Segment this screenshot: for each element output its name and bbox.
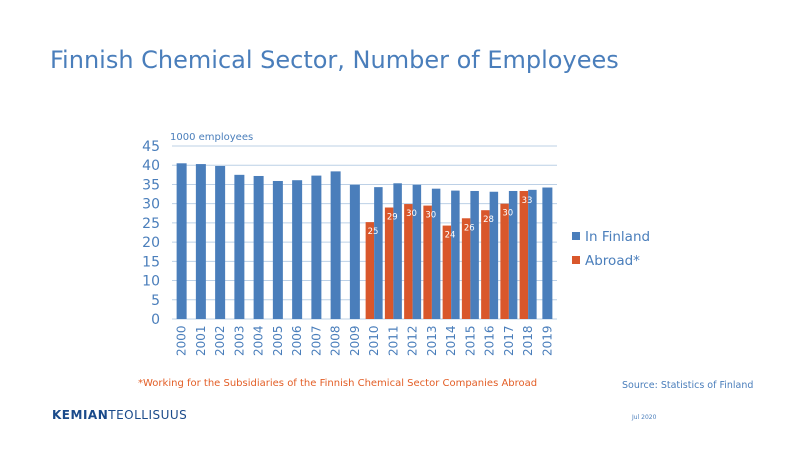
x-tick-label: 2011 bbox=[386, 325, 400, 356]
bar-in-finland bbox=[542, 187, 553, 319]
x-tick-label: 2018 bbox=[521, 325, 535, 356]
data-label-abroad: 30 bbox=[502, 209, 513, 219]
x-tick-label: 2000 bbox=[175, 325, 189, 356]
bar-in-finland bbox=[176, 163, 187, 319]
x-tick-label: 2013 bbox=[425, 325, 439, 356]
bar-abroad bbox=[423, 205, 432, 319]
bar-in-finland bbox=[393, 183, 402, 319]
bar-in-finland bbox=[451, 190, 460, 319]
bar-abroad bbox=[404, 204, 413, 319]
y-tick-label: 35 bbox=[142, 177, 160, 193]
bar-in-finland bbox=[292, 180, 303, 319]
x-tick-label: 2019 bbox=[540, 325, 554, 356]
y-tick-label: 45 bbox=[142, 139, 160, 155]
data-label-abroad: 28 bbox=[483, 215, 494, 225]
bar-in-finland bbox=[508, 190, 518, 319]
bar-in-finland bbox=[272, 180, 283, 319]
bar-in-finland bbox=[412, 184, 422, 319]
bar-abroad bbox=[461, 218, 471, 319]
data-label-abroad: 30 bbox=[406, 209, 417, 219]
x-tick-label: 2010 bbox=[367, 325, 381, 356]
x-tick-label: 2014 bbox=[444, 325, 458, 356]
bar-abroad bbox=[365, 222, 375, 319]
data-label-abroad: 24 bbox=[445, 231, 456, 241]
bar-abroad bbox=[519, 190, 529, 319]
bar-abroad bbox=[442, 225, 452, 319]
brand-part-2: TEOLLISUUS bbox=[108, 408, 188, 422]
bar-in-finland bbox=[349, 184, 360, 319]
data-label-abroad: 30 bbox=[425, 211, 436, 221]
bar-in-finland bbox=[431, 188, 441, 319]
legend-label: In Finland bbox=[585, 229, 650, 245]
bar-in-finland bbox=[215, 165, 226, 319]
y-tick-label: 30 bbox=[142, 197, 160, 213]
x-tick-label: 2002 bbox=[213, 325, 227, 356]
bar-in-finland bbox=[253, 175, 264, 319]
y-tick-label: 5 bbox=[151, 293, 160, 309]
x-tick-label: 2017 bbox=[502, 325, 516, 356]
x-tick-label: 2008 bbox=[329, 325, 343, 356]
legend-swatch bbox=[572, 232, 580, 240]
bar-abroad bbox=[481, 210, 490, 319]
x-tick-label: 2006 bbox=[290, 325, 304, 356]
data-label-abroad: 33 bbox=[522, 196, 533, 206]
x-tick-label: 2009 bbox=[348, 325, 362, 356]
bar-in-finland bbox=[489, 191, 499, 319]
page-title: Finnish Chemical Sector, Number of Emplo… bbox=[50, 46, 619, 74]
data-labels: 25 29 30 30 24 26 28 30 33 bbox=[368, 196, 533, 241]
bar-in-finland bbox=[374, 187, 383, 319]
brand-part-1: KEMIAN bbox=[52, 408, 109, 422]
x-tick-label: 2004 bbox=[252, 325, 266, 356]
bar-abroad bbox=[500, 203, 509, 319]
chart-legend: In Finland Abroad* bbox=[572, 229, 650, 269]
y-tick-label: 0 bbox=[151, 312, 160, 328]
x-tick-label: 2005 bbox=[271, 325, 285, 356]
y-axis-unit-label: 1000 employees bbox=[170, 132, 253, 143]
chart-bars bbox=[176, 163, 553, 319]
x-tick-label: 2001 bbox=[194, 325, 208, 356]
data-label-abroad: 25 bbox=[368, 227, 379, 237]
bar-in-finland bbox=[234, 174, 245, 319]
source-note: Source: Statistics of Finland bbox=[622, 380, 754, 391]
y-axis-ticks: 0 5 10 15 20 25 30 35 40 45 bbox=[142, 139, 160, 328]
y-tick-label: 25 bbox=[142, 216, 160, 232]
brand-logo: KEMIANTEOLLISUUS bbox=[52, 408, 187, 422]
bar-abroad bbox=[384, 207, 394, 319]
data-label-abroad: 29 bbox=[387, 213, 398, 223]
gridlines bbox=[172, 145, 557, 320]
y-tick-label: 40 bbox=[142, 158, 160, 174]
bar-in-finland bbox=[195, 164, 206, 319]
data-label-abroad: 26 bbox=[464, 223, 475, 233]
bar-in-finland bbox=[470, 190, 479, 319]
x-tick-label: 2016 bbox=[483, 325, 497, 356]
footnote: *Working for the Subsidiaries of the Fin… bbox=[138, 378, 538, 389]
x-axis-ticks: 2000 2001 2002 2003 2004 2005 2006 2007 2008 2009… bbox=[175, 325, 555, 356]
bar-in-finland bbox=[528, 189, 537, 319]
x-tick-label: 2012 bbox=[406, 325, 420, 356]
y-tick-label: 20 bbox=[142, 235, 160, 251]
x-tick-label: 2007 bbox=[309, 325, 323, 356]
legend-swatch bbox=[572, 256, 580, 264]
y-tick-label: 10 bbox=[142, 274, 160, 290]
y-tick-label: 15 bbox=[142, 254, 160, 270]
date-stamp: Jul 2020 bbox=[632, 414, 657, 421]
bar-in-finland bbox=[311, 175, 322, 319]
bar-in-finland bbox=[330, 171, 341, 319]
x-tick-label: 2003 bbox=[232, 325, 246, 356]
legend-label: Abroad* bbox=[585, 253, 640, 269]
x-tick-label: 2015 bbox=[463, 325, 477, 356]
